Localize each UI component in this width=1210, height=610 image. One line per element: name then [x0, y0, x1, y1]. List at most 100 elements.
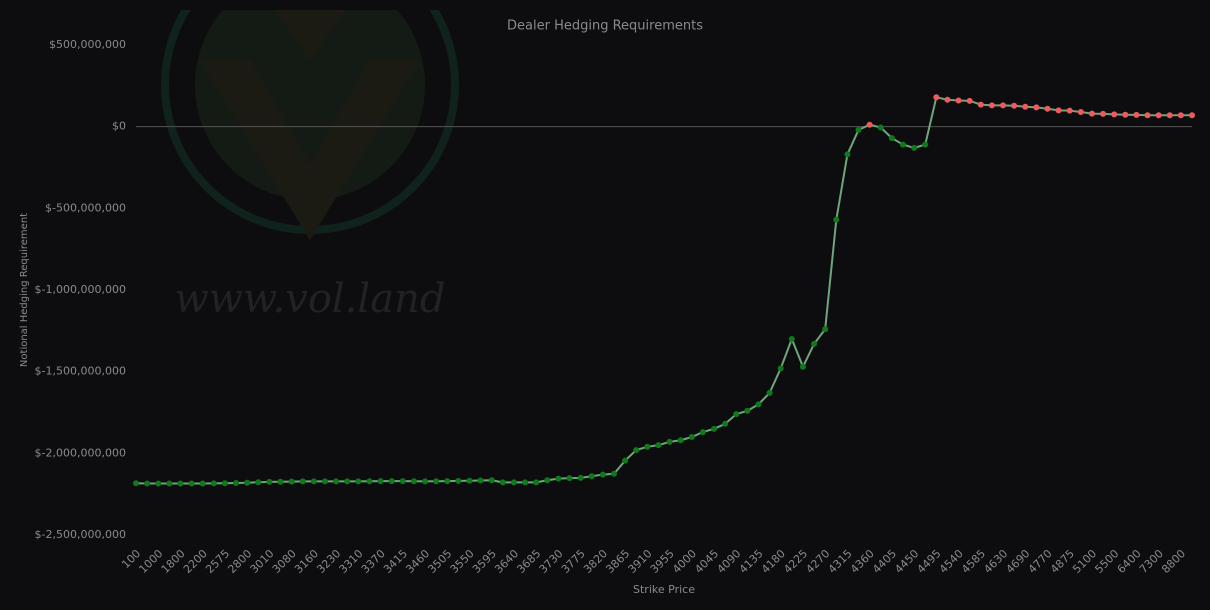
- data-point: [277, 478, 284, 485]
- data-point: [1022, 103, 1029, 110]
- data-point: [733, 411, 740, 418]
- y-tick-label: $-2,000,000,000: [35, 446, 126, 459]
- data-point: [1066, 107, 1073, 114]
- data-point: [333, 478, 340, 485]
- data-point: [133, 480, 139, 487]
- x-axis-title: Strike Price: [633, 583, 695, 596]
- data-point: [588, 473, 595, 480]
- data-point: [1155, 112, 1162, 119]
- data-point: [766, 389, 773, 396]
- data-point: [1077, 108, 1084, 115]
- data-point: [344, 478, 351, 485]
- data-point: [833, 216, 840, 223]
- data-point: [455, 477, 462, 484]
- data-point: [533, 479, 540, 486]
- data-point: [610, 470, 617, 477]
- data-point: [944, 96, 951, 103]
- data-point: [666, 438, 673, 445]
- data-point: [866, 121, 873, 128]
- data-point: [399, 478, 406, 485]
- data-point: [822, 326, 829, 333]
- data-point: [499, 479, 506, 486]
- data-point: [355, 478, 362, 485]
- data-point: [266, 478, 273, 485]
- data-point: [388, 478, 395, 485]
- y-axis-title: Notional Hedging Requirement: [19, 213, 30, 367]
- data-point: [988, 102, 995, 109]
- data-point: [1000, 102, 1007, 109]
- data-point: [1133, 111, 1140, 118]
- data-point: [210, 480, 217, 487]
- data-point: [711, 425, 718, 432]
- data-point: [722, 420, 729, 427]
- data-point: [422, 478, 429, 485]
- data-point: [188, 480, 195, 487]
- watermark: www.vol.land: [175, 276, 446, 322]
- data-point: [888, 135, 895, 142]
- data-point: [566, 475, 573, 482]
- data-point: [144, 480, 151, 487]
- data-point: [1011, 102, 1018, 109]
- data-point: [1033, 104, 1040, 111]
- y-tick-label: $-500,000,000: [45, 201, 126, 214]
- data-point: [1088, 110, 1095, 117]
- data-point: [1055, 107, 1062, 114]
- data-point: [977, 101, 984, 108]
- y-tick-label: $-2,500,000,000: [35, 528, 126, 541]
- data-point: [299, 478, 306, 485]
- data-point: [933, 94, 940, 101]
- data-point: [255, 479, 262, 486]
- data-point: [522, 479, 529, 486]
- data-point: [310, 478, 317, 485]
- data-point: [922, 141, 929, 148]
- y-tick-label: $0: [112, 120, 126, 133]
- data-point: [966, 97, 973, 104]
- data-point: [655, 442, 662, 449]
- data-point: [622, 457, 629, 464]
- data-point: [911, 144, 918, 151]
- data-point: [633, 447, 640, 454]
- data-point: [1189, 112, 1195, 119]
- data-point: [855, 126, 862, 133]
- data-point: [677, 437, 684, 444]
- data-point: [799, 363, 806, 370]
- data-point: [221, 480, 228, 487]
- data-point: [955, 97, 962, 104]
- y-tick-label: $-1,500,000,000: [35, 365, 126, 378]
- data-point: [899, 141, 906, 148]
- data-point: [321, 478, 328, 485]
- data-point: [688, 434, 695, 440]
- data-point: [1044, 105, 1051, 112]
- data-point: [644, 443, 651, 450]
- data-point: [1144, 112, 1151, 119]
- data-point: [544, 477, 551, 484]
- data-point: [777, 365, 784, 372]
- data-point: [410, 478, 417, 485]
- data-point: [1177, 112, 1184, 119]
- y-tick-label: $500,000,000: [49, 38, 126, 51]
- data-point: [1111, 111, 1118, 118]
- data-point: [744, 407, 751, 414]
- data-point: [755, 401, 762, 408]
- data-point: [233, 480, 240, 487]
- data-point: [488, 477, 495, 484]
- data-point: [444, 478, 451, 485]
- logo: [161, 10, 459, 240]
- data-point: [199, 480, 206, 487]
- data-point: [366, 478, 373, 485]
- data-point: [555, 475, 562, 482]
- data-point: [844, 151, 851, 158]
- data-point: [577, 474, 584, 481]
- data-point: [811, 340, 818, 347]
- data-point: [1122, 111, 1129, 118]
- data-point: [1100, 110, 1107, 117]
- data-point: [510, 479, 517, 486]
- data-point: [477, 477, 484, 484]
- data-point: [177, 480, 184, 487]
- y-tick-label: $-1,000,000,000: [35, 283, 126, 296]
- data-point: [788, 336, 795, 342]
- data-point: [288, 478, 295, 485]
- data-point: [166, 480, 173, 487]
